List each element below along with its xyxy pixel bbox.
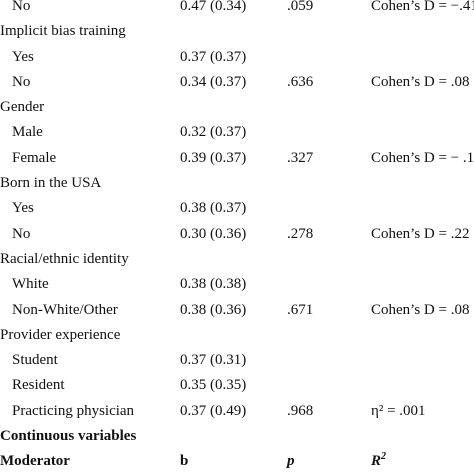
row-p-value: .968 <box>287 402 314 419</box>
column-header-row: Moderator b p R2 <box>0 449 474 474</box>
section-heading: Continuous variables <box>0 428 137 445</box>
header-moderator: Moderator <box>0 453 70 470</box>
row-label: Practicing physician <box>12 402 135 419</box>
table-row: White 0.38 (0.38) <box>0 272 474 297</box>
row-p-value: .671 <box>287 301 314 318</box>
row-effect-size: Cohen’s D = .08 <box>371 73 470 90</box>
table-row: Female 0.39 (0.37) .327 Cohen’s D = − .16 <box>0 146 474 171</box>
row-label: Yes <box>12 48 34 65</box>
row-b-value: 0.37 (0.49) <box>180 402 247 419</box>
row-b-value: 0.38 (0.37) <box>180 200 247 217</box>
row-label: Implicit bias training <box>0 23 126 40</box>
table-body: No 0.47 (0.34) .059 Cohen’s D = −.41 Implici… <box>0 0 474 424</box>
row-label: Yes <box>12 200 34 217</box>
row-b-value: 0.37 (0.37) <box>180 48 247 65</box>
row-p-value: .636 <box>287 73 314 90</box>
row-p-value: .059 <box>287 0 314 14</box>
row-b-value: 0.37 (0.31) <box>180 352 247 369</box>
row-p-value: .327 <box>287 149 314 166</box>
row-label: No <box>12 0 31 14</box>
header-r: R <box>371 453 382 470</box>
table-row: Male 0.32 (0.37) <box>0 120 474 145</box>
table-row: Student 0.37 (0.31) <box>0 348 474 373</box>
row-label: Born in the USA <box>0 175 102 192</box>
row-b-value: 0.32 (0.37) <box>180 124 247 141</box>
header-r-superscript: 2 <box>381 451 387 463</box>
row-label: No <box>12 73 31 90</box>
header-r-squared: R2 <box>371 449 386 474</box>
table-row: Racial/ethnic identity <box>0 247 474 272</box>
row-label: Male <box>12 124 43 141</box>
row-effect-size: η² = .001 <box>371 402 426 419</box>
row-label: Racial/ethnic identity <box>0 250 129 267</box>
table-row: Provider experience <box>0 323 474 348</box>
section-heading-row: Continuous variables <box>0 424 474 449</box>
header-b: b <box>180 453 189 470</box>
table-row: Yes 0.37 (0.37) <box>0 45 474 70</box>
row-b-value: 0.38 (0.36) <box>180 301 247 318</box>
row-b-value: 0.30 (0.36) <box>180 225 247 242</box>
row-b-value: 0.39 (0.37) <box>180 149 247 166</box>
row-label: White <box>12 276 49 293</box>
table-row: Non-White/Other 0.38 (0.36) .671 Cohen’s D … <box>0 298 474 323</box>
row-effect-size: Cohen’s D = .22 <box>371 225 470 242</box>
table-row: Implicit bias training <box>0 19 474 44</box>
row-label: Student <box>12 352 58 369</box>
row-b-value: 0.34 (0.37) <box>180 73 247 90</box>
row-label: Non-White/Other <box>12 301 118 318</box>
row-b-value: 0.38 (0.38) <box>180 276 247 293</box>
table-row: Practicing physician 0.37 (0.49) .968 η² = … <box>0 399 474 424</box>
row-label: Provider experience <box>0 326 121 343</box>
table-row: No 0.30 (0.36) .278 Cohen’s D = .22 <box>0 222 474 247</box>
table-row: Born in the USA <box>0 171 474 196</box>
row-label: No <box>12 225 31 242</box>
table-row: Gender <box>0 95 474 120</box>
row-p-value: .278 <box>287 225 314 242</box>
table-row: Yes 0.38 (0.37) <box>0 196 474 221</box>
row-b-value: 0.47 (0.34) <box>180 0 247 14</box>
row-label: Resident <box>12 377 65 394</box>
row-effect-size: Cohen’s D = −.41 <box>371 0 474 14</box>
table-row: Resident 0.35 (0.35) <box>0 373 474 398</box>
row-b-value: 0.35 (0.35) <box>180 377 247 394</box>
table-row: No 0.34 (0.37) .636 Cohen’s D = .08 <box>0 70 474 95</box>
table-row: No 0.47 (0.34) .059 Cohen’s D = −.41 <box>0 0 474 19</box>
row-label: Gender <box>0 99 45 116</box>
header-p: p <box>287 453 295 470</box>
row-effect-size: Cohen’s D = .08 <box>371 301 470 318</box>
row-label: Female <box>12 149 57 166</box>
row-effect-size: Cohen’s D = − .16 <box>371 149 474 166</box>
